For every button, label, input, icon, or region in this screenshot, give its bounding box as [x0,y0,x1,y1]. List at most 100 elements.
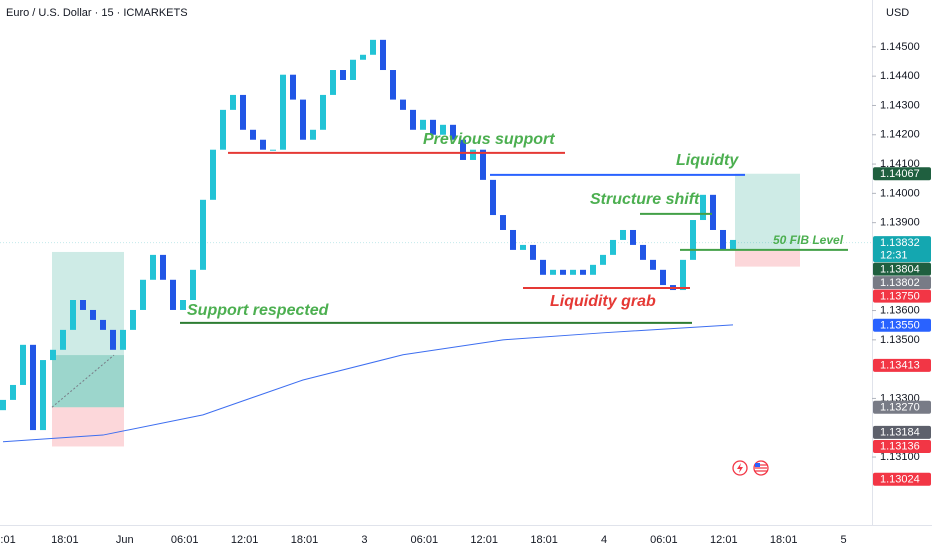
flash-icon [732,460,748,476]
candle [320,94,326,130]
candle [730,239,736,250]
candle [20,344,26,385]
y-tick-label: 1.14200 [880,129,920,141]
candle [380,39,386,71]
candle [710,194,716,230]
candle [590,264,596,275]
candle [190,269,196,300]
candle [700,194,706,221]
candle [130,309,136,330]
price-badge [873,425,931,439]
price-badge-label: 1.13136 [880,441,920,453]
candle [150,254,156,280]
candle [360,54,366,60]
candle [460,139,466,160]
countdown: 12:31 [880,249,908,261]
price-badge [873,318,931,332]
candle [140,279,146,310]
candle [660,269,666,286]
candle [90,309,96,320]
y-tick-label: 1.14500 [880,41,920,53]
candle [430,119,436,135]
x-tick-label: 3 [361,534,367,546]
candle [520,244,526,250]
x-tick-label: 06:01 [411,534,439,546]
x-tick-label: 12:01 [231,534,259,546]
candle [560,269,566,275]
x-tick-label: 12:01 [470,534,498,546]
candle [220,109,226,150]
y-tick-label: 1.13100 [880,451,920,463]
candle [180,300,186,310]
y-tick-label: 1.14100 [880,158,920,170]
candle [350,59,356,80]
price-badge-label: 1.13184 [880,427,920,439]
currency: USD [886,7,909,19]
price-badge [873,276,931,290]
candle [110,329,116,350]
candle [420,119,426,130]
candle [60,329,66,350]
candle [370,39,376,55]
candle [440,124,446,135]
annotation-text: Liquidity grab [550,293,656,310]
candle [10,384,16,400]
price-badge-label: 1.13413 [880,360,920,372]
candle [490,179,496,216]
annotation-text: Support respected [187,302,330,319]
candle [400,99,406,110]
y-tick-label: 1.13600 [880,304,920,316]
candle [100,319,106,330]
candle [270,149,276,151]
candle [70,300,76,330]
flash-glyph [737,463,743,473]
candle [260,139,266,150]
candle [550,269,556,275]
price-badge [873,358,931,372]
y-tick-label: 1.14000 [880,187,920,199]
candle [40,360,46,431]
candle [340,70,346,80]
candle [310,129,316,140]
candle [510,229,516,250]
y-tick-label: 1.13500 [880,334,920,346]
candle [410,109,416,130]
candle [330,70,336,95]
price-badge-label: 1.13750 [880,290,920,302]
price-badge [873,289,931,303]
candle [570,269,576,275]
candle [210,149,216,200]
candle [280,74,286,150]
price-badge [873,400,931,414]
candle [470,149,476,160]
price-badge [873,262,931,276]
candle [160,254,166,280]
moving-average [2,324,734,443]
candle [0,399,6,411]
price-badge [873,236,931,263]
candle [600,254,606,265]
annotation-text: Previous support [423,131,555,148]
candle [500,215,506,230]
candle [530,244,536,260]
progress-zone [52,355,124,408]
annotation-text: Structure shift [590,191,700,208]
candle [640,244,646,260]
symbol-title: Euro / U.S. Dollar · 15 · ICMARKETS [6,7,188,19]
candle [540,259,546,275]
candle [650,259,656,270]
candle [50,349,56,361]
x-tick-label: 4 [601,534,607,546]
price-badge-label: 1.13802 [880,277,920,289]
candle [630,229,636,245]
x-tick-label: 12:01 [710,534,738,546]
candle [240,94,246,130]
stop-zone [735,250,800,267]
candle [30,344,36,431]
icons [732,460,769,476]
price-badge-label: 1.13804 [880,263,920,275]
price-badge [873,472,931,486]
candle [120,329,126,350]
candle [580,269,586,275]
